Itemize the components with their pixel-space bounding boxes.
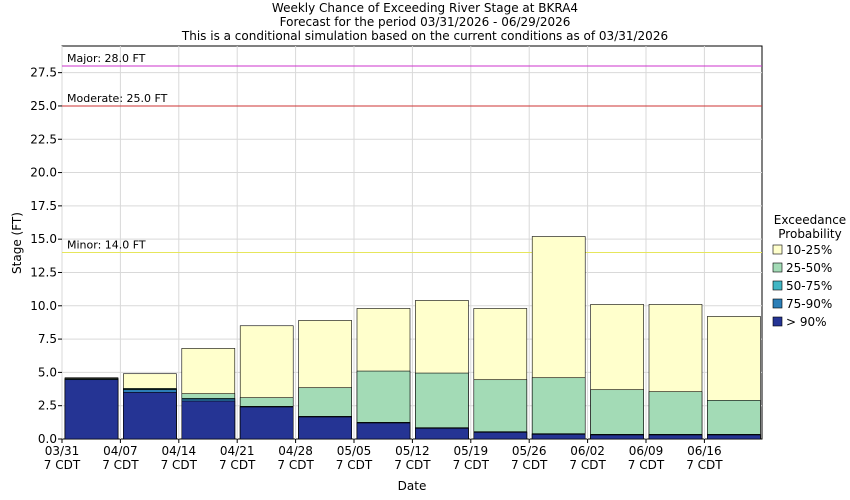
x-tick-label: 04/07 — [103, 444, 138, 458]
bar-segment — [590, 389, 644, 440]
y-axis: 0.0 2.5 5.0 7.5 10.0 12.5 15.0 17.5 20.0 22.5 25.0… — [30, 66, 62, 446]
x-tick-label: 03/31 — [45, 444, 80, 458]
bar-segment — [64, 379, 119, 440]
threshold-label: Major: 28.0 FT — [67, 52, 146, 65]
legend-label: > 90% — [786, 315, 827, 329]
x-tick-label: 05/26 — [512, 444, 547, 458]
x-tick-label-tz: 7 CDT — [336, 458, 373, 472]
x-tick-label-tz: 7 CDT — [628, 458, 665, 472]
threshold-label: Minor: 14.0 FT — [67, 238, 146, 251]
bar-segment — [181, 400, 236, 440]
y-tick-label: 22.5 — [30, 132, 57, 146]
y-tick-label: 2.5 — [38, 399, 57, 413]
legend-swatch — [772, 244, 783, 255]
x-tick-label-tz: 7 CDT — [394, 458, 431, 472]
x-tick-label-tz: 7 CDT — [277, 458, 314, 472]
title-line-2: Forecast for the period 03/31/2026 - 06/… — [280, 15, 571, 29]
legend-title-line-2: Probability — [778, 227, 841, 241]
bar-segment — [531, 377, 586, 440]
y-axis-label: Stage (FT) — [10, 212, 24, 274]
bar-segment — [123, 392, 177, 440]
bar-segment — [707, 400, 761, 440]
y-tick-label: 25.0 — [30, 99, 57, 113]
x-tick-label-tz: 7 CDT — [686, 458, 723, 472]
bar-segment — [531, 434, 586, 440]
y-tick-label: 12.5 — [30, 265, 57, 279]
bar-segment — [239, 406, 294, 440]
x-tick-label: 05/19 — [454, 444, 489, 458]
x-tick-label-tz: 7 CDT — [569, 458, 606, 472]
x-tick-label: 06/02 — [570, 444, 605, 458]
bar-segment — [473, 379, 528, 440]
y-tick-label: 10.0 — [30, 299, 57, 313]
legend-label: 10-25% — [786, 243, 832, 257]
x-axis-label: Date — [398, 479, 427, 493]
y-tick-label: 27.5 — [30, 66, 57, 80]
x-tick-label-tz: 7 CDT — [511, 458, 548, 472]
x-tick-label-tz: 7 CDT — [44, 458, 81, 472]
x-tick-label-tz: 7 CDT — [219, 458, 256, 472]
x-tick-label-tz: 7 CDT — [102, 458, 139, 472]
x-tick-label: 04/14 — [162, 444, 197, 458]
bar-segment — [298, 416, 352, 440]
title-line-3: This is a conditional simulation based o… — [181, 29, 668, 43]
bar-segment — [415, 428, 469, 440]
x-tick-label-tz: 7 CDT — [453, 458, 490, 472]
x-tick-label: 04/21 — [220, 444, 255, 458]
x-tick-label: 05/05 — [337, 444, 372, 458]
legend-title-line-1: Exceedance — [774, 213, 846, 227]
title-line-1: Weekly Chance of Exceeding River Stage a… — [272, 1, 578, 15]
y-tick-label: 0.0 — [38, 432, 57, 446]
y-tick-label: 7.5 — [38, 332, 57, 346]
x-tick-label-tz: 7 CDT — [161, 458, 198, 472]
legend-swatch — [772, 280, 783, 291]
legend-label: 75-90% — [786, 297, 832, 311]
x-tick-label: 04/28 — [278, 444, 313, 458]
x-tick-label: 06/16 — [687, 444, 722, 458]
y-tick-label: 17.5 — [30, 199, 57, 213]
legend-swatch — [772, 262, 783, 273]
threshold-label: Moderate: 25.0 FT — [67, 92, 168, 105]
flood-thresholds: Major: 28.0 FT Moderate: 25.0 FT Minor: 14… — [62, 52, 762, 253]
legend-swatch — [772, 316, 783, 327]
legend: Exceedance Probability 10-25% 25-50% 50-75… — [772, 213, 846, 329]
legend-label: 50-75% — [786, 279, 832, 293]
bar-segment — [473, 432, 528, 440]
chart-title: Weekly Chance of Exceeding River Stage a… — [181, 1, 668, 43]
y-tick-label: 15.0 — [30, 232, 57, 246]
bar-segment — [707, 434, 761, 440]
y-tick-label: 20.0 — [30, 166, 57, 180]
bar-segment — [648, 434, 703, 440]
x-tick-label: 06/09 — [629, 444, 664, 458]
bar-segment — [648, 391, 703, 440]
legend-label: 25-50% — [786, 261, 832, 275]
bar-segment — [356, 422, 411, 440]
bar-stacks — [64, 236, 761, 440]
x-tick-label: 05/12 — [395, 444, 430, 458]
y-tick-label: 5.0 — [38, 365, 57, 379]
legend-swatch — [772, 298, 783, 309]
bar-segment — [590, 434, 644, 440]
